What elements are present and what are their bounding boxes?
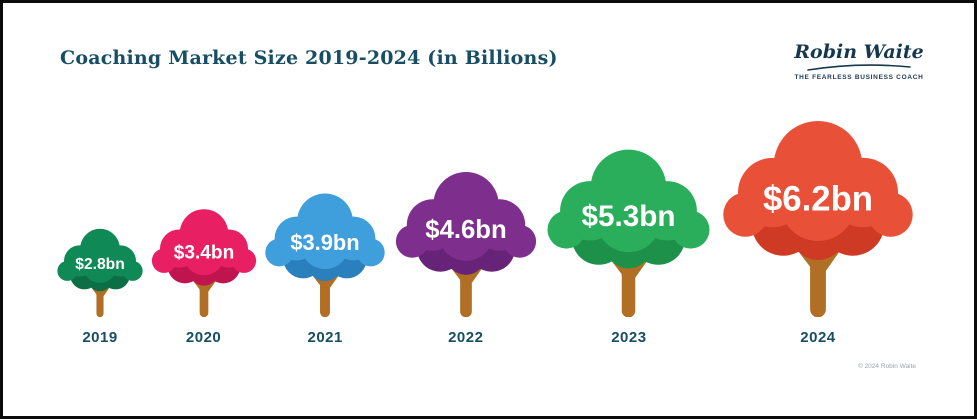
tree-value-label: $3.4bn	[173, 242, 234, 263]
year-label: 2023	[611, 329, 647, 346]
year-label: 2020	[185, 329, 222, 346]
chart-title: Coaching Market Size 2019-2024 (in Billi…	[60, 47, 558, 69]
tree-foliage	[723, 120, 913, 260]
tree-item-2024: $6.2bn 2024	[718, 106, 918, 346]
tree-item-2023: $5.3bn 2023	[543, 137, 714, 346]
logo-underline-swash-icon	[807, 64, 911, 71]
tree-chart: $2.8bn 2019 $3.4bn 2020 $3.9bn 2021 $4.6bn 2022…	[55, 106, 918, 346]
brand-tagline: THE FEARLESS BUSINESS COACH	[794, 74, 924, 81]
tree-foliage	[547, 149, 710, 269]
year-label: 2019	[82, 329, 118, 346]
tree-icon: $6.2bn	[723, 120, 913, 317]
tree-icon: $4.6bn	[395, 172, 536, 317]
tree-item-2021: $3.9bn 2021	[262, 184, 388, 346]
tree-icon: $3.4bn	[151, 209, 256, 317]
tree-value-label: $5.3bn	[582, 200, 676, 233]
brand-logo: Robin Waite THE FEARLESS BUSINESS COACH	[794, 41, 924, 81]
tree-value-label: $2.8bn	[75, 256, 125, 273]
tree-foliage	[57, 228, 143, 292]
tree-icon: $3.9bn	[265, 193, 385, 317]
tree-icon: $5.3bn	[547, 149, 710, 317]
tree-value-label: $6.2bn	[763, 180, 873, 218]
tree-icon: $2.8bn	[57, 228, 143, 317]
tree-foliage	[151, 209, 256, 286]
year-label: 2021	[307, 329, 343, 346]
tree-item-2019: $2.8bn 2019	[55, 222, 145, 346]
tree-foliage	[265, 193, 385, 282]
year-label: 2024	[800, 329, 836, 346]
year-label: 2022	[448, 329, 484, 346]
tree-item-2022: $4.6bn 2022	[392, 161, 540, 346]
tree-item-2020: $3.4bn 2020	[149, 201, 259, 346]
copyright-text: © 2024 Robin Waite	[857, 363, 916, 370]
tree-value-label: $3.9bn	[291, 230, 360, 255]
brand-name: Robin Waite	[794, 41, 924, 63]
tree-value-label: $4.6bn	[425, 216, 506, 244]
tree-foliage	[395, 172, 536, 275]
